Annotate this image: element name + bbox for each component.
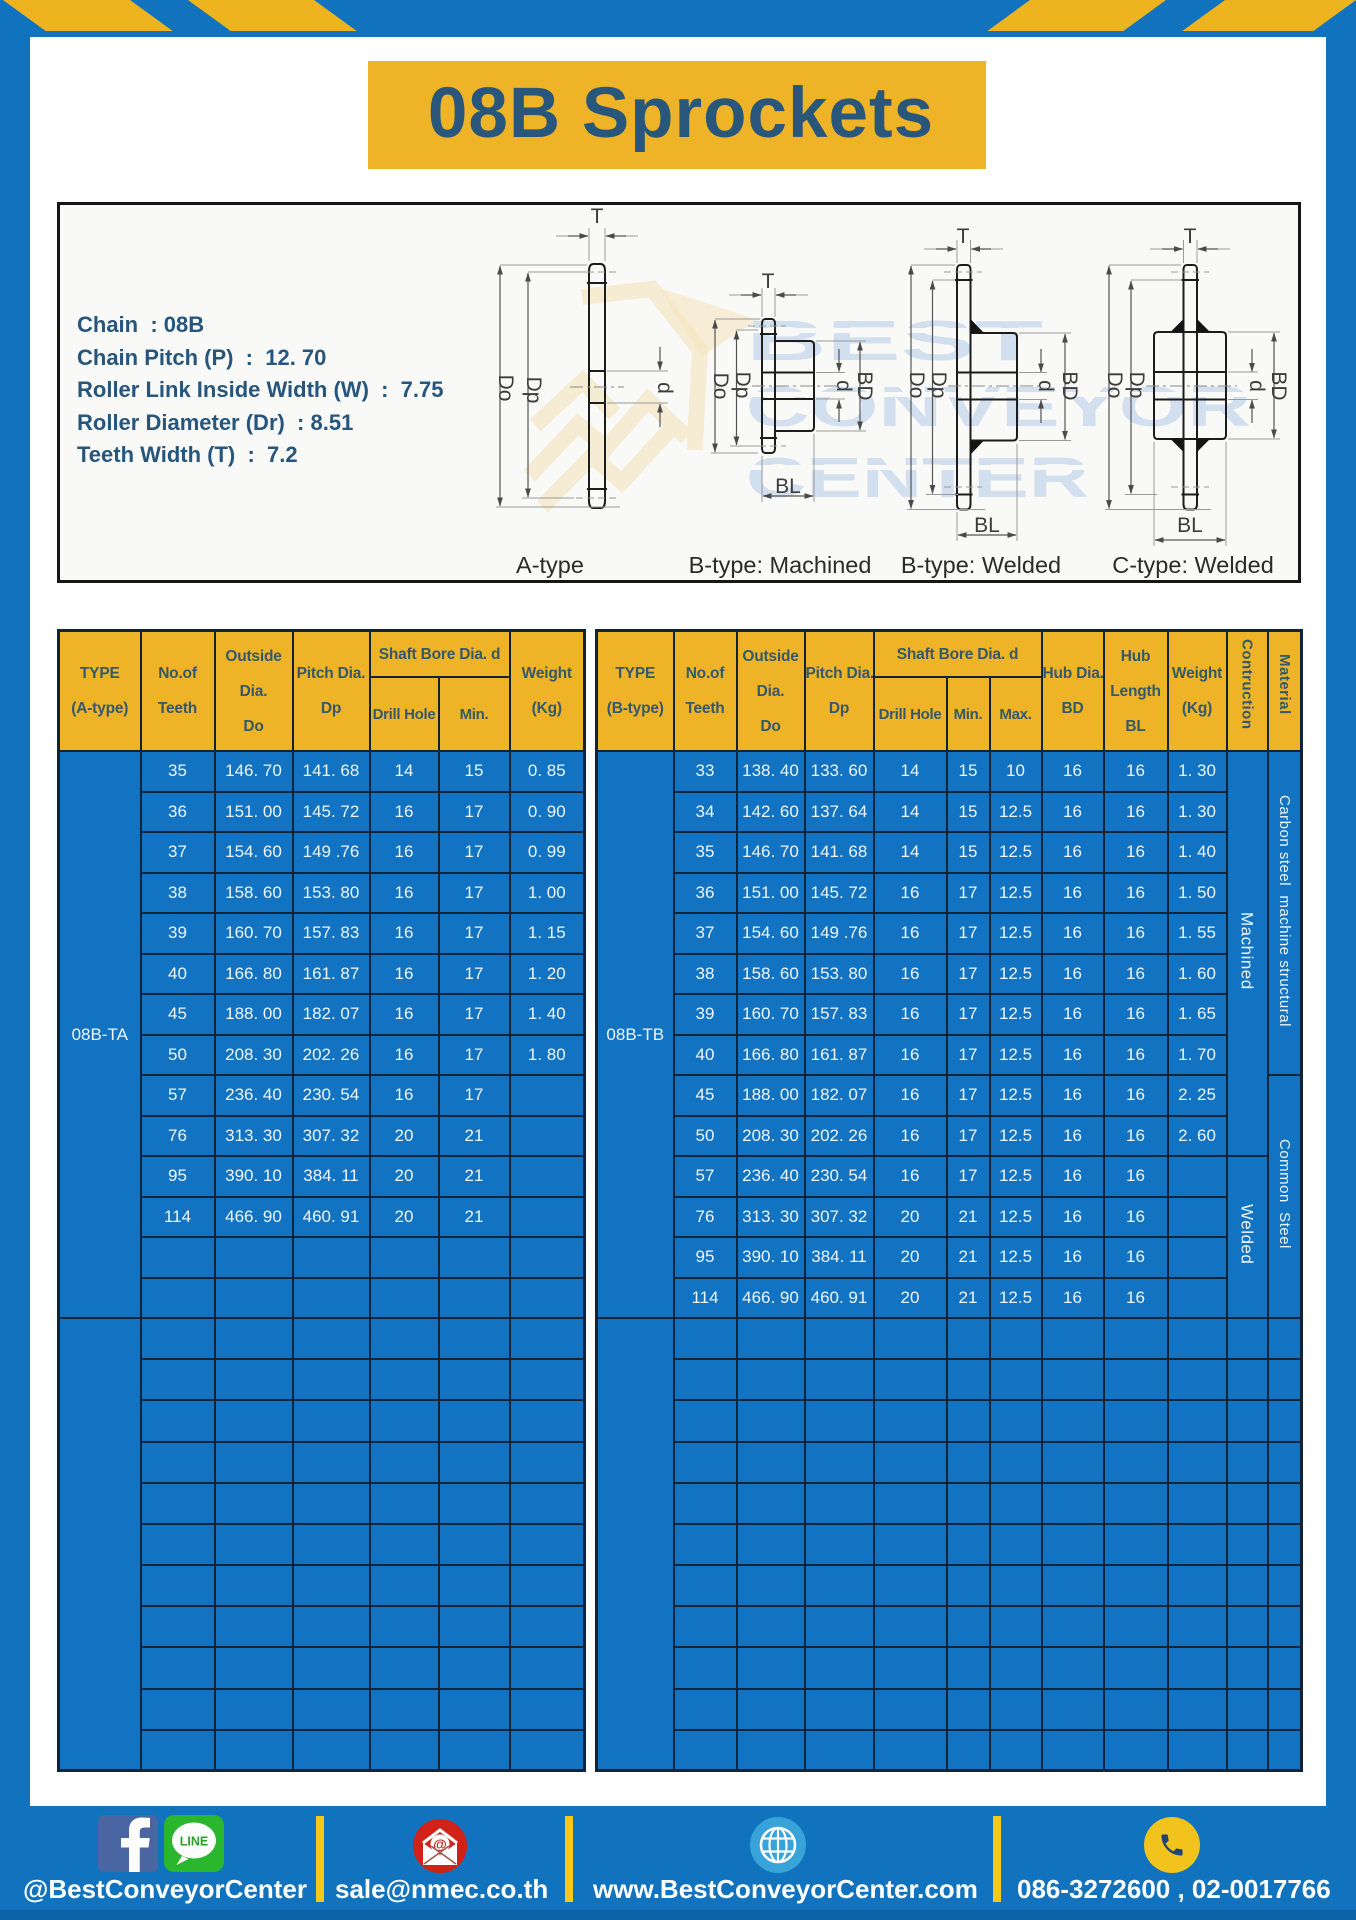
svg-text:Roller Link Inside Width (W): Roller Link Inside Width (W) : 7.75	[77, 377, 444, 402]
svg-text:B-type: Welded: B-type: Welded	[901, 552, 1061, 578]
svg-text:Do: Do	[1103, 372, 1126, 399]
svg-text:T: T	[762, 270, 775, 293]
svg-text:d: d	[832, 380, 855, 392]
svg-text:LINE: LINE	[180, 1835, 208, 1849]
svg-text:T: T	[1184, 225, 1197, 248]
svg-text:BD: BD	[853, 371, 876, 400]
svg-text:Chain Pitch (P) : 12. 70: Chain Pitch (P) : 12. 70	[77, 345, 326, 370]
svg-text:A-type: A-type	[516, 552, 584, 578]
svg-text:d: d	[653, 382, 676, 394]
svg-text:Dp: Dp	[927, 372, 950, 399]
svg-text:@: @	[433, 1836, 447, 1852]
svg-text:T: T	[591, 205, 604, 228]
svg-text:C-type: Welded: C-type: Welded	[1112, 552, 1274, 578]
svg-text:BL: BL	[775, 475, 801, 498]
svg-text:CONVEYOR: CONVEYOR	[746, 375, 1251, 439]
svg-text:BD: BD	[1267, 371, 1290, 400]
svg-text:Do: Do	[709, 373, 732, 400]
svg-text:Chain : 08B: Chain : 08B	[77, 312, 204, 337]
svg-text:Do: Do	[905, 372, 928, 399]
svg-text:Dp: Dp	[731, 372, 754, 399]
svg-text:Teeth Width (T) : 7.2: Teeth Width (T) : 7.2	[77, 442, 298, 467]
svg-text:B-type: Machined: B-type: Machined	[689, 552, 872, 578]
svg-text:Roller Diameter (Dr) : 8.51: Roller Diameter (Dr) : 8.51	[77, 410, 353, 435]
svg-text:Do: Do	[494, 375, 517, 402]
svg-text:Dp: Dp	[1125, 372, 1148, 399]
svg-text:BL: BL	[1177, 514, 1203, 537]
svg-text:BD: BD	[1058, 371, 1081, 400]
svg-text:CENTER: CENTER	[746, 446, 1089, 510]
svg-text:Dp: Dp	[522, 377, 545, 404]
svg-text:T: T	[957, 225, 970, 248]
svg-text:d: d	[1245, 380, 1268, 392]
svg-text:BL: BL	[974, 514, 1000, 537]
svg-text:d: d	[1034, 380, 1057, 392]
